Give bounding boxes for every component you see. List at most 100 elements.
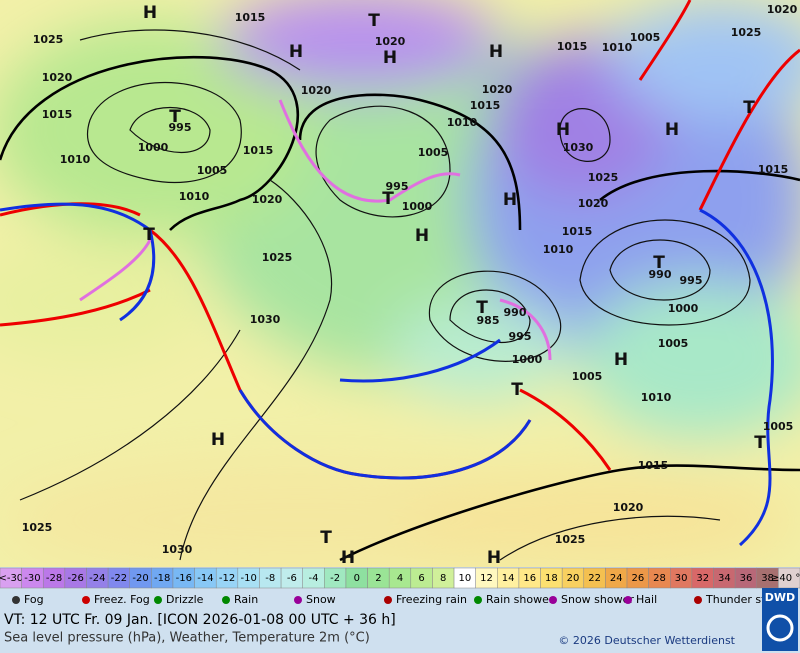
temperature-label: -20	[132, 573, 148, 584]
pressure-center: T	[511, 380, 523, 400]
weather-icon	[624, 596, 632, 604]
temperature-label: 14	[502, 573, 515, 584]
weather-icon	[222, 596, 230, 604]
pressure-label: 990	[504, 306, 527, 319]
weather-icon	[12, 596, 20, 604]
pressure-label: 1015	[758, 163, 789, 176]
temperature-label: -22	[111, 573, 127, 584]
map: 1025 1015 1020 1015 1010 1005 1020 1025 1020 1015…	[0, 0, 800, 568]
weather-icon	[694, 596, 702, 604]
temperature-label: ≥40 °C	[771, 573, 800, 584]
temperature-label: 32	[696, 573, 709, 584]
pressure-label: 1005	[658, 337, 689, 350]
pressure-center: H	[143, 3, 157, 23]
pressure-label: 1010	[60, 153, 91, 166]
weather-label: Hail	[636, 593, 657, 606]
pressure-label: 1015	[557, 40, 588, 53]
pressure-label: 1015	[562, 225, 593, 238]
weather-label: Rain	[234, 593, 258, 606]
temperature-label: -4	[309, 573, 319, 584]
temperature-label: 38	[761, 573, 774, 584]
temperature-label: -6	[287, 573, 297, 584]
temperature-label: 24	[610, 573, 623, 584]
pressure-label: 1010	[641, 391, 672, 404]
weather-icon	[82, 596, 90, 604]
pressure-label: 1025	[555, 533, 586, 546]
temperature-label: 12	[480, 573, 493, 584]
pressure-center: H	[383, 48, 397, 68]
pressure-label: 1020	[767, 3, 798, 16]
temperature-label: 36	[740, 573, 753, 584]
temperature-label: -12	[219, 573, 235, 584]
temperature-label: -10	[240, 573, 256, 584]
pressure-center: H	[489, 42, 503, 62]
pressure-label: 1020	[42, 71, 73, 84]
weather-label: Fog	[24, 593, 44, 606]
temperature-label: 6	[418, 573, 424, 584]
pressure-label: 985	[477, 314, 500, 327]
pressure-label: 1025	[22, 521, 53, 534]
pressure-label: 995	[386, 180, 409, 193]
pressure-label: 1015	[42, 108, 73, 121]
pressure-label: 1000	[138, 141, 169, 154]
pressure-center: H	[614, 350, 628, 370]
weather-label: Freez. Fog	[94, 593, 150, 606]
pressure-label: 1025	[33, 33, 64, 46]
temperature-label: -18	[154, 573, 170, 584]
temperature-label: -16	[176, 573, 192, 584]
temperature-label: 30	[675, 573, 688, 584]
weather-icon	[384, 596, 392, 604]
pressure-label: 1010	[447, 116, 478, 129]
pressure-label: 1020	[578, 197, 609, 210]
temperature-label: -28	[46, 573, 62, 584]
pressure-center: T	[476, 298, 488, 318]
pressure-center: T	[743, 98, 755, 118]
logo-text: DWD	[765, 591, 795, 604]
pressure-label: 1015	[470, 99, 501, 112]
pressure-center: H	[556, 120, 570, 140]
copyright: © 2026 Deutscher Wetterdienst	[558, 634, 735, 647]
temperature-label: 22	[588, 573, 601, 584]
weather-label: Drizzle	[166, 593, 204, 606]
temperature-label: -30	[24, 573, 40, 584]
pressure-center: H	[665, 120, 679, 140]
pressure-label: 1000	[668, 302, 699, 315]
pressure-center: H	[503, 190, 517, 210]
pressure-center: T	[320, 528, 332, 548]
pressure-label: 1020	[375, 35, 406, 48]
pressure-center: H	[289, 42, 303, 62]
description: Sea level pressure (hPa), Weather, Tempe…	[4, 631, 370, 646]
pressure-label: 1020	[301, 84, 332, 97]
weather-label: Snow shower	[561, 593, 634, 606]
pressure-label: 990	[649, 268, 672, 281]
weather-icon	[154, 596, 162, 604]
pressure-center: T	[382, 189, 394, 209]
weather-icon	[549, 596, 557, 604]
temperature-label: 16	[523, 573, 536, 584]
pressure-label: 1030	[563, 141, 594, 154]
pressure-center: T	[653, 253, 665, 273]
pressure-center: T	[368, 11, 380, 31]
temperature-label: 0	[354, 573, 360, 584]
pressure-label: 1015	[638, 459, 669, 472]
pressure-label: 1015	[243, 144, 274, 157]
weather-label: Rain shower	[486, 593, 554, 606]
pressure-center: H	[341, 548, 355, 568]
pressure-label: 1005	[418, 146, 449, 159]
weather-label: Freezing rain	[396, 593, 467, 606]
logo-mark	[766, 614, 794, 642]
pressure-center: T	[143, 225, 155, 245]
pressure-label: 1025	[731, 26, 762, 39]
pressure-label: 1020	[482, 83, 513, 96]
pressure-label: 1030	[250, 313, 281, 326]
temperature-label: 10	[458, 573, 471, 584]
pressure-label: 1000	[512, 353, 543, 366]
pressure-label: 1030	[162, 543, 193, 556]
pressure-label: 1025	[262, 251, 293, 264]
temperature-label: -2	[330, 573, 340, 584]
pressure-center: T	[754, 433, 766, 453]
pressure-label: 995	[169, 121, 192, 134]
weather-icon	[294, 596, 302, 604]
pressure-label: 1005	[197, 164, 228, 177]
pressure-center: H	[415, 226, 429, 246]
